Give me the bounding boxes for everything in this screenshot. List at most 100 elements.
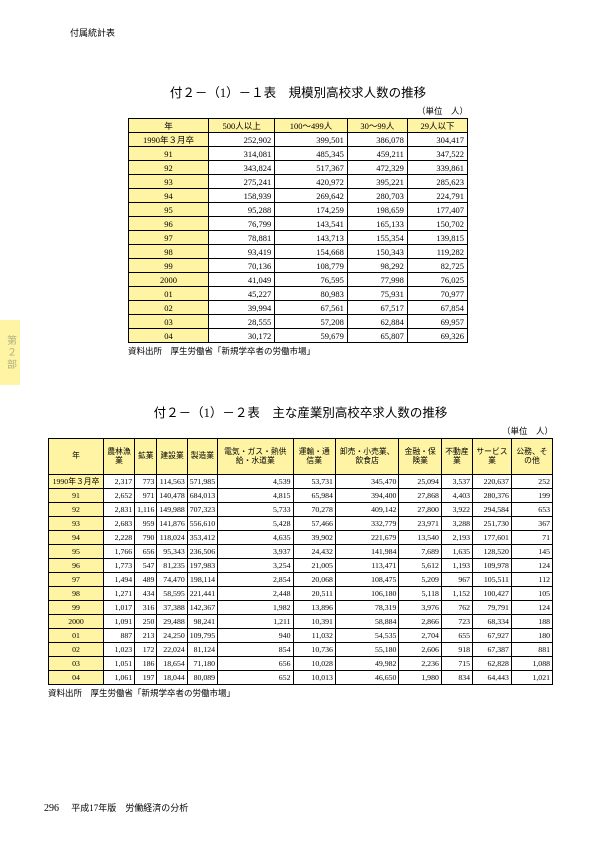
value-cell: 4,539 (218, 475, 293, 489)
section-side-tab: 第２部 (0, 320, 20, 385)
value-cell: 24,250 (157, 629, 187, 643)
year-cell: 94 (49, 531, 104, 545)
year-cell: 97 (49, 573, 104, 587)
value-cell: 213 (135, 629, 157, 643)
value-cell: 145 (511, 545, 552, 559)
value-cell: 27,868 (399, 489, 441, 503)
value-cell: 3,288 (441, 517, 472, 531)
value-cell: 5,612 (399, 559, 441, 573)
value-cell: 1,091 (104, 615, 135, 629)
value-cell: 399,501 (275, 133, 348, 147)
value-cell: 75,931 (347, 287, 407, 301)
value-cell: 77,998 (347, 273, 407, 287)
value-cell: 118,024 (157, 531, 187, 545)
value-cell: 198,659 (347, 203, 407, 217)
table1-source: 資料出所 厚生労働省「新規学卒者の労働市場」 (128, 345, 468, 357)
value-cell: 140,478 (157, 489, 187, 503)
value-cell: 58,884 (335, 615, 399, 629)
value-cell: 236,506 (187, 545, 217, 559)
table-row: 942,228790118,024353,4124,63539,902221,6… (49, 531, 553, 545)
value-cell: 143,713 (275, 231, 348, 245)
value-cell: 95,288 (209, 203, 275, 217)
value-cell: 95,343 (157, 545, 187, 559)
value-cell: 23,971 (399, 517, 441, 531)
value-cell: 2,704 (399, 629, 441, 643)
table-row: 9595,288174,259198,659177,407 (129, 203, 468, 217)
value-cell: 2,652 (104, 489, 135, 503)
table-row: 9893,419154,668150,343119,282 (129, 245, 468, 259)
value-cell: 105 (511, 587, 552, 601)
table2-source: 資料出所 厚生労働省「新規学卒者の労働市場」 (48, 687, 553, 699)
year-cell: 2000 (129, 273, 209, 287)
value-cell: 57,208 (275, 315, 348, 329)
value-cell: 177,407 (407, 203, 467, 217)
value-cell: 723 (441, 615, 472, 629)
column-header: 29人以下 (407, 119, 467, 133)
value-cell: 940 (218, 629, 293, 643)
value-cell: 353,412 (187, 531, 217, 545)
value-cell: 39,902 (293, 531, 335, 545)
year-cell: 91 (129, 147, 209, 161)
table2: 年農林漁業鉱業建設業製造業電気・ガス・熱供給・水道業運輸・通信業卸売・小売業、飲… (48, 438, 553, 685)
value-cell: 149,988 (157, 503, 187, 517)
table-row: 951,76665695,343236,5063,93724,432141,98… (49, 545, 553, 559)
value-cell: 180 (511, 629, 552, 643)
value-cell: 2,448 (218, 587, 293, 601)
value-cell: 251,730 (473, 517, 512, 531)
value-cell: 386,078 (347, 133, 407, 147)
value-cell: 143,541 (275, 217, 348, 231)
value-cell: 4,403 (441, 489, 472, 503)
value-cell: 684,013 (187, 489, 217, 503)
side-tab-label: 第２部 (3, 335, 18, 371)
table-row: 021,02317222,02481,12485410,73655,1802,6… (49, 643, 553, 657)
value-cell: 1,271 (104, 587, 135, 601)
value-cell: 76,799 (209, 217, 275, 231)
value-cell: 20,068 (293, 573, 335, 587)
table-row: 200041,04976,59577,99876,025 (129, 273, 468, 287)
year-cell: 2000 (49, 615, 104, 629)
value-cell: 1,051 (104, 657, 135, 671)
value-cell: 1,017 (104, 601, 135, 615)
value-cell: 459,211 (347, 147, 407, 161)
year-cell: 97 (129, 231, 209, 245)
value-cell: 177,601 (473, 531, 512, 545)
value-cell: 517,367 (275, 161, 348, 175)
year-cell: 1990年３月卒 (49, 475, 104, 489)
table2-section: 付２－（1）－２表 主な産業別高校卒求人数の推移 （単位 人） 年農林漁業鉱業建… (48, 402, 553, 699)
table1-header-row: 年500人以上100～499人30～99人29人以下 (129, 119, 468, 133)
value-cell: 109,795 (187, 629, 217, 643)
value-cell: 715 (441, 657, 472, 671)
value-cell: 5,209 (399, 573, 441, 587)
table-row: 912,652971140,478684,0134,81565,984394,4… (49, 489, 553, 503)
value-cell: 186 (135, 657, 157, 671)
value-cell: 199 (511, 489, 552, 503)
page-footer: 296 平成17年版 労働経済の分析 (44, 801, 188, 814)
table2-title: 付２－（1）－２表 主な産業別高校卒求人数の推移 (48, 402, 553, 421)
value-cell: 10,013 (293, 671, 335, 685)
value-cell: 1,982 (218, 601, 293, 615)
value-cell: 252,902 (209, 133, 275, 147)
year-cell: 98 (129, 245, 209, 259)
table-row: 0145,22780,98375,93170,977 (129, 287, 468, 301)
value-cell: 224,791 (407, 189, 467, 203)
value-cell: 18,654 (157, 657, 187, 671)
table-row: 922,8311,116149,988707,3235,73370,278409… (49, 503, 553, 517)
column-header: 建設業 (157, 439, 187, 475)
value-cell: 3,922 (441, 503, 472, 517)
table1-title: 付２－（1）－１表 規模別高校求人数の推移 (128, 82, 468, 101)
year-cell: 98 (49, 587, 104, 601)
header-text: 付属統計表 (70, 28, 115, 38)
year-cell: 95 (129, 203, 209, 217)
value-cell: 571,985 (187, 475, 217, 489)
value-cell: 108,475 (335, 573, 399, 587)
value-cell: 221,679 (335, 531, 399, 545)
value-cell: 105,511 (473, 573, 512, 587)
value-cell: 165,133 (347, 217, 407, 231)
value-cell: 76,025 (407, 273, 467, 287)
table-row: 0188721324,250109,79594011,03254,5352,70… (49, 629, 553, 643)
year-cell: 01 (129, 287, 209, 301)
value-cell: 3,254 (218, 559, 293, 573)
value-cell: 5,733 (218, 503, 293, 517)
table-row: 0239,99467,56167,51767,854 (129, 301, 468, 315)
value-cell: 1,152 (441, 587, 472, 601)
